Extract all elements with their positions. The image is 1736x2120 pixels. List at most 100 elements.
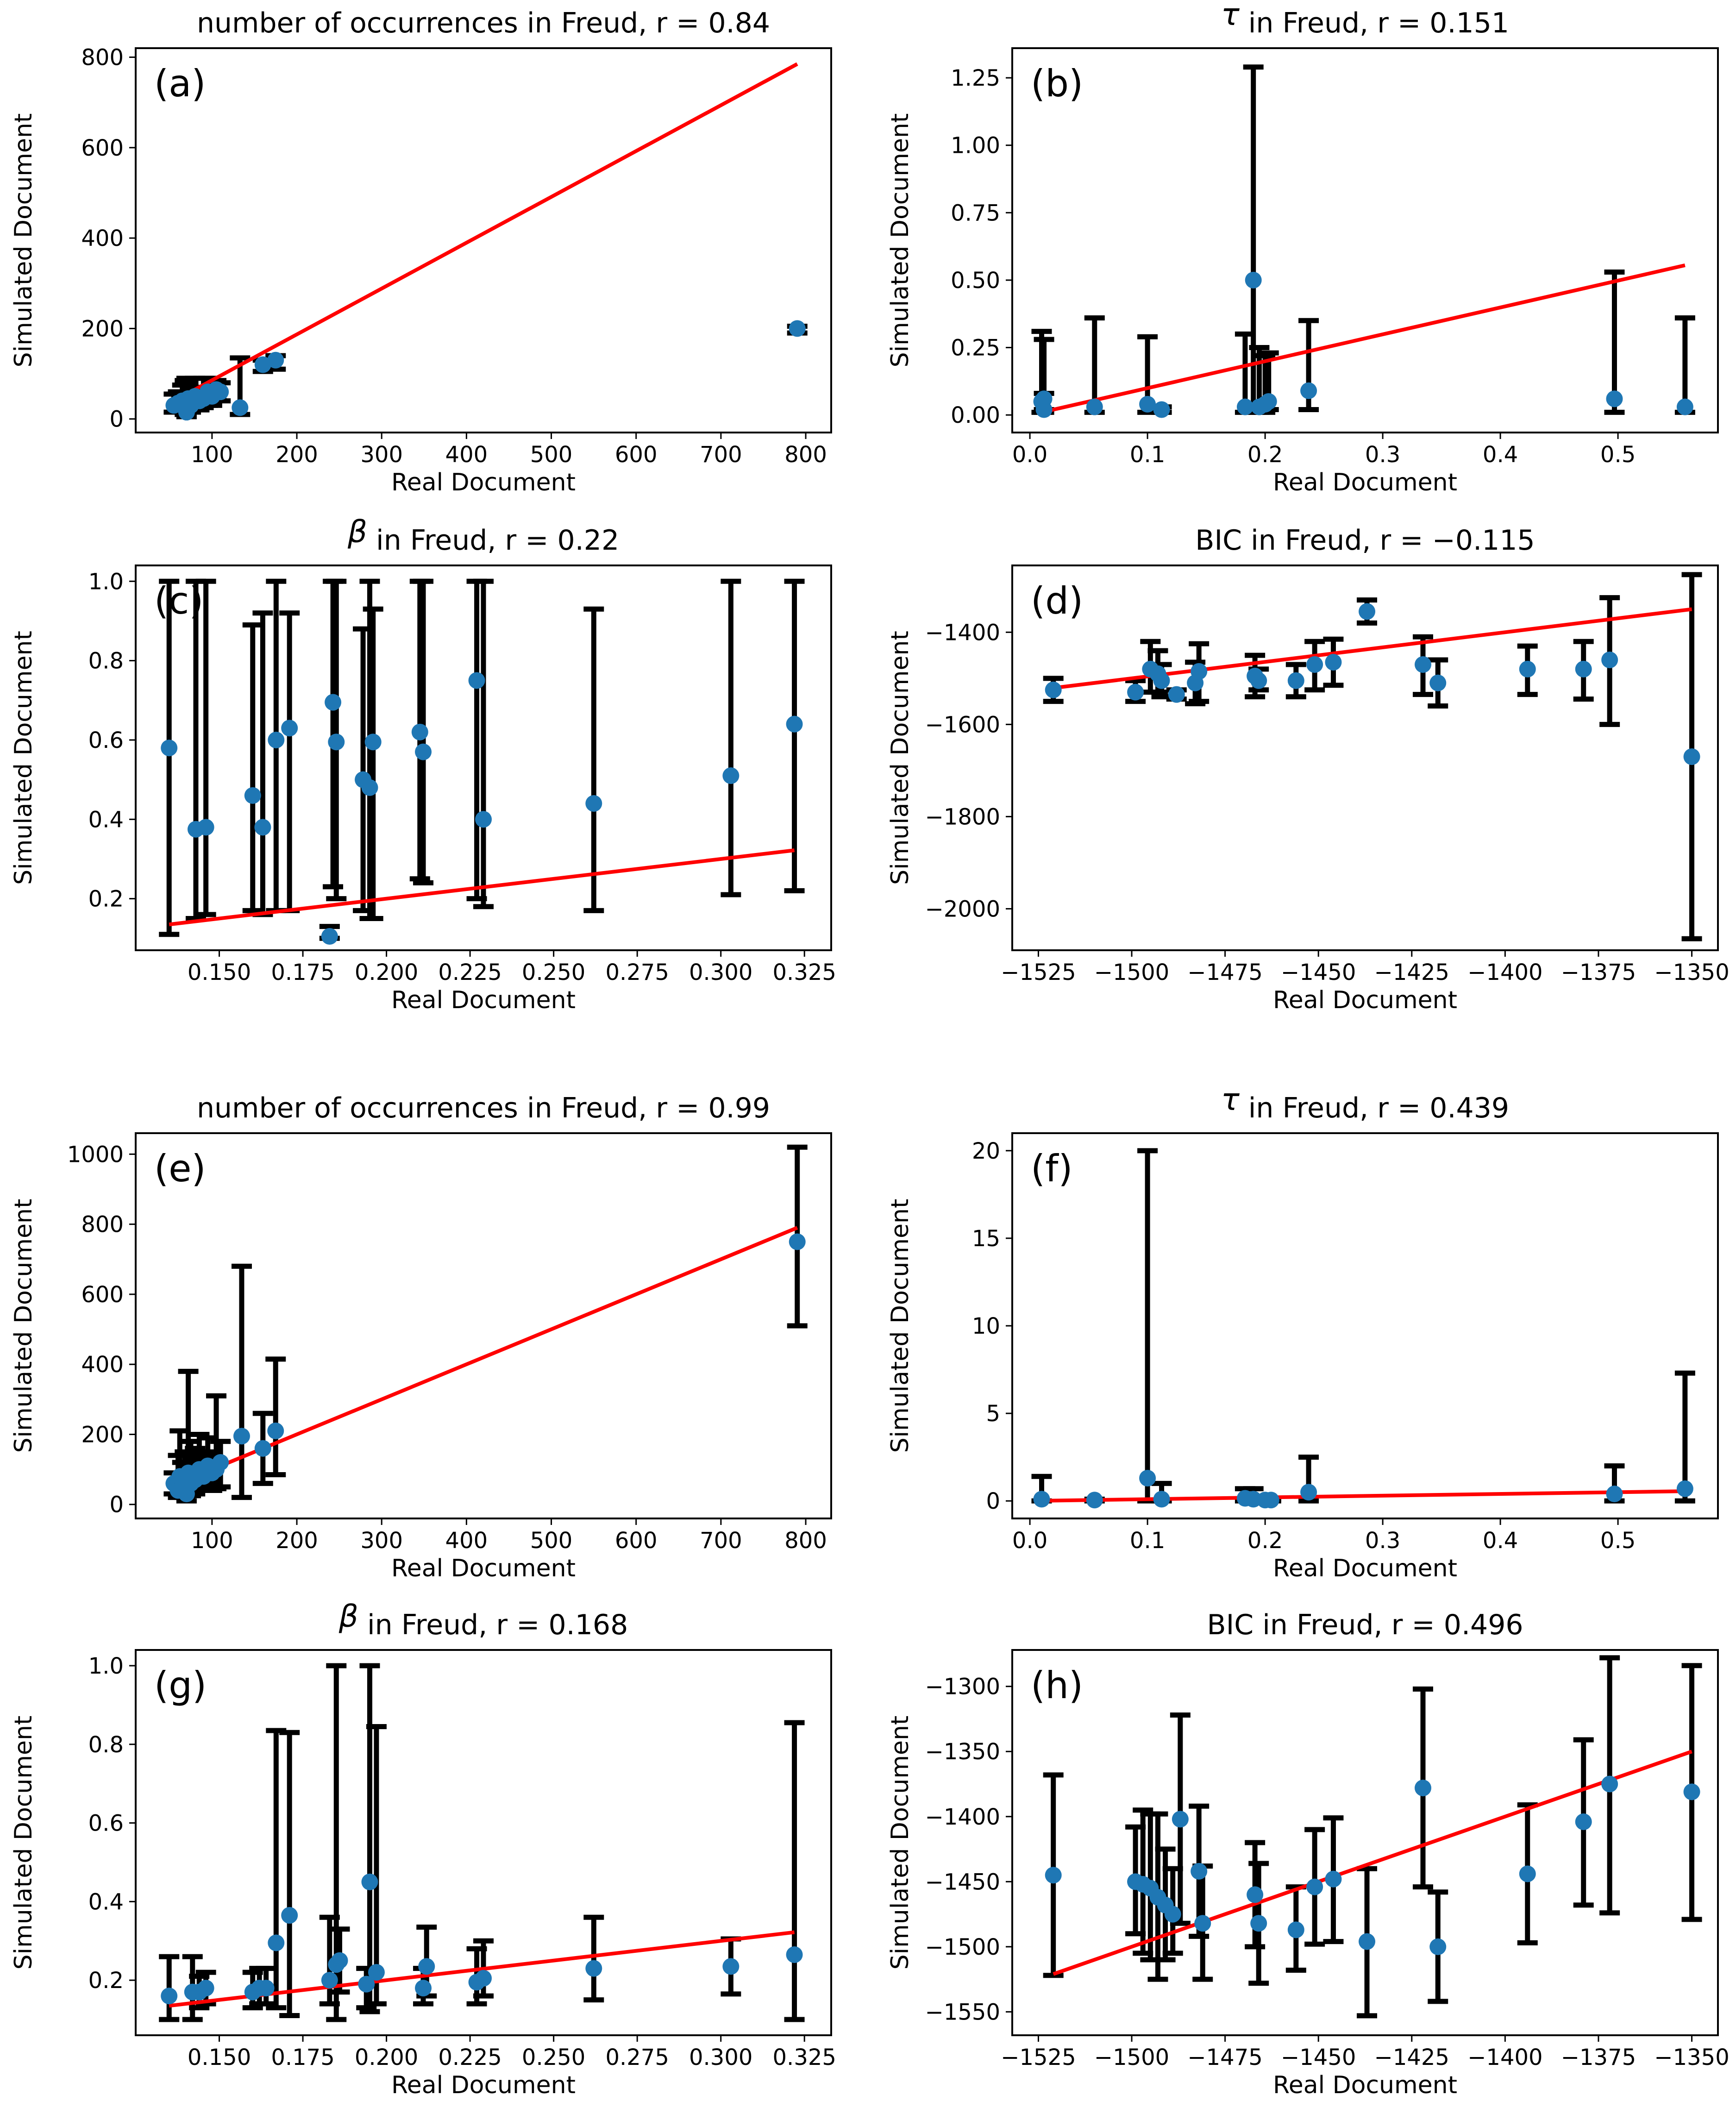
x-tick-label: 0.275 xyxy=(605,2045,669,2070)
panel-label: (c) xyxy=(154,579,203,622)
data-point xyxy=(321,928,338,945)
x-axis-label: Real Document xyxy=(391,2071,576,2099)
y-tick-label: −1800 xyxy=(925,804,1000,830)
y-axis-label: Simulated Document xyxy=(10,113,38,368)
y-tick-label: 0.2 xyxy=(88,1968,124,1994)
y-tick-label: 1.0 xyxy=(88,1653,124,1679)
chart-title: BIC in Freud, r = −0.115 xyxy=(1195,524,1535,557)
data-point xyxy=(331,1952,348,1969)
x-tick-label: 0.300 xyxy=(689,2045,752,2070)
title-symbol: τ xyxy=(1221,1082,1240,1117)
data-point xyxy=(475,811,492,828)
y-tick-label: −1300 xyxy=(925,1674,1000,1700)
chart-d: −1525 −1500 −1475 −1450 −1425 −1400 −1375 −1350… xyxy=(886,524,1730,1014)
y-tick-label: −1350 xyxy=(925,1739,1000,1765)
y-tick-label: 0.50 xyxy=(951,268,1000,294)
data-point xyxy=(1601,1775,1618,1793)
data-point xyxy=(468,672,485,689)
data-point xyxy=(1606,1486,1623,1503)
y-tick-label: −1550 xyxy=(925,1999,1000,2025)
y-tick-label: 0.6 xyxy=(88,728,124,753)
data-point xyxy=(1601,652,1618,669)
y-tick-label: −1400 xyxy=(925,1804,1000,1830)
x-tick-label: −1450 xyxy=(1281,960,1356,985)
data-point xyxy=(212,1454,229,1471)
data-point xyxy=(1306,1878,1323,1895)
title-text: in Freud, r = 0.22 xyxy=(367,524,619,557)
y-tick-label: 800 xyxy=(81,45,124,71)
title-text: in Freud, r = 0.151 xyxy=(1240,7,1509,39)
data-point xyxy=(1287,672,1304,689)
data-point xyxy=(197,819,214,836)
y-tick-label: 600 xyxy=(81,135,124,161)
data-point xyxy=(267,1422,284,1439)
data-point xyxy=(257,1980,275,1997)
x-tick-label: 0.150 xyxy=(188,2045,251,2070)
data-point xyxy=(254,356,271,373)
data-point xyxy=(254,1440,271,1457)
fit-line xyxy=(1053,1750,1692,1976)
panel-label: (g) xyxy=(154,1664,207,1707)
data-point xyxy=(722,767,740,784)
data-point xyxy=(585,1960,602,1977)
x-tick-label: 600 xyxy=(615,1528,658,1554)
y-tick-label: 0.00 xyxy=(951,402,1000,428)
chart-h: −1525 −1500 −1475 −1450 −1425 −1400 −1375 −1350… xyxy=(886,1609,1730,2099)
chart-c: 0.150 0.175 0.200 0.225 0.250 0.275 0.300 0.325… xyxy=(10,514,836,1014)
chart-title: β in Freud, r = 0.22 xyxy=(347,514,619,557)
y-tick-label: 600 xyxy=(81,1282,124,1308)
data-point xyxy=(418,1958,435,1975)
x-axis-label: Real Document xyxy=(1273,2071,1457,2099)
data-point xyxy=(585,795,602,812)
y-tick-label: 20 xyxy=(972,1138,1000,1164)
y-tick-label: 200 xyxy=(81,1422,124,1448)
x-tick-label: 300 xyxy=(360,1528,403,1554)
y-tick-label: −1500 xyxy=(925,1934,1000,1960)
x-tick-label: 800 xyxy=(784,442,827,468)
data-point xyxy=(1153,672,1170,689)
data-point xyxy=(268,1934,285,1951)
data-point xyxy=(1325,653,1342,671)
y-axis-label: Simulated Document xyxy=(10,631,38,885)
x-tick-label: 0.1 xyxy=(1130,1528,1165,1554)
x-tick-label: 0.200 xyxy=(355,2045,418,2070)
data-point xyxy=(1519,660,1536,677)
x-axis-label: Real Document xyxy=(1273,986,1457,1014)
data-point xyxy=(267,351,284,369)
data-point xyxy=(1287,1921,1304,1938)
data-point xyxy=(415,1980,432,1997)
chart-title: number of occurrences in Freud, r = 0.84 xyxy=(197,7,770,39)
x-axis-label: Real Document xyxy=(391,986,576,1014)
data-point xyxy=(281,720,298,737)
data-point xyxy=(411,723,428,740)
data-point xyxy=(232,399,249,416)
y-tick-label: 15 xyxy=(972,1226,1000,1252)
y-tick-label: 0 xyxy=(109,1492,124,1518)
chart-title: BIC in Freud, r = 0.496 xyxy=(1207,1609,1523,1641)
data-point xyxy=(789,320,806,337)
title-text: in Freud, r = 0.439 xyxy=(1240,1092,1509,1124)
plot-frame xyxy=(1011,1649,1719,2036)
chart-e: 100 200 300 400 500 600 700 800 0 200 400 600 800 100… xyxy=(10,1092,832,1582)
title-symbol: τ xyxy=(1221,0,1240,32)
plot-frame xyxy=(135,1649,832,2036)
chart-title: τ in Freud, r = 0.439 xyxy=(1221,1082,1509,1124)
data-point xyxy=(1429,1938,1447,1955)
x-tick-label: 0.150 xyxy=(188,960,251,985)
title-text: in Freud, r = 0.168 xyxy=(358,1609,628,1641)
y-tick-label: −1600 xyxy=(925,712,1000,738)
x-tick-label: 500 xyxy=(530,442,573,468)
data-point xyxy=(1127,684,1144,701)
x-tick-label: 200 xyxy=(276,1528,318,1554)
data-point xyxy=(1414,1779,1431,1796)
fit-line xyxy=(169,848,795,927)
data-point xyxy=(1164,1906,1181,1923)
y-tick-label: 0.25 xyxy=(951,335,1000,361)
data-point xyxy=(1250,672,1267,689)
data-point xyxy=(475,1969,492,1987)
fit-line xyxy=(1041,263,1686,414)
data-point xyxy=(1168,686,1185,703)
x-tick-label: 800 xyxy=(784,1528,827,1554)
x-tick-label: −1425 xyxy=(1374,960,1449,985)
x-tick-label: 400 xyxy=(445,442,488,468)
